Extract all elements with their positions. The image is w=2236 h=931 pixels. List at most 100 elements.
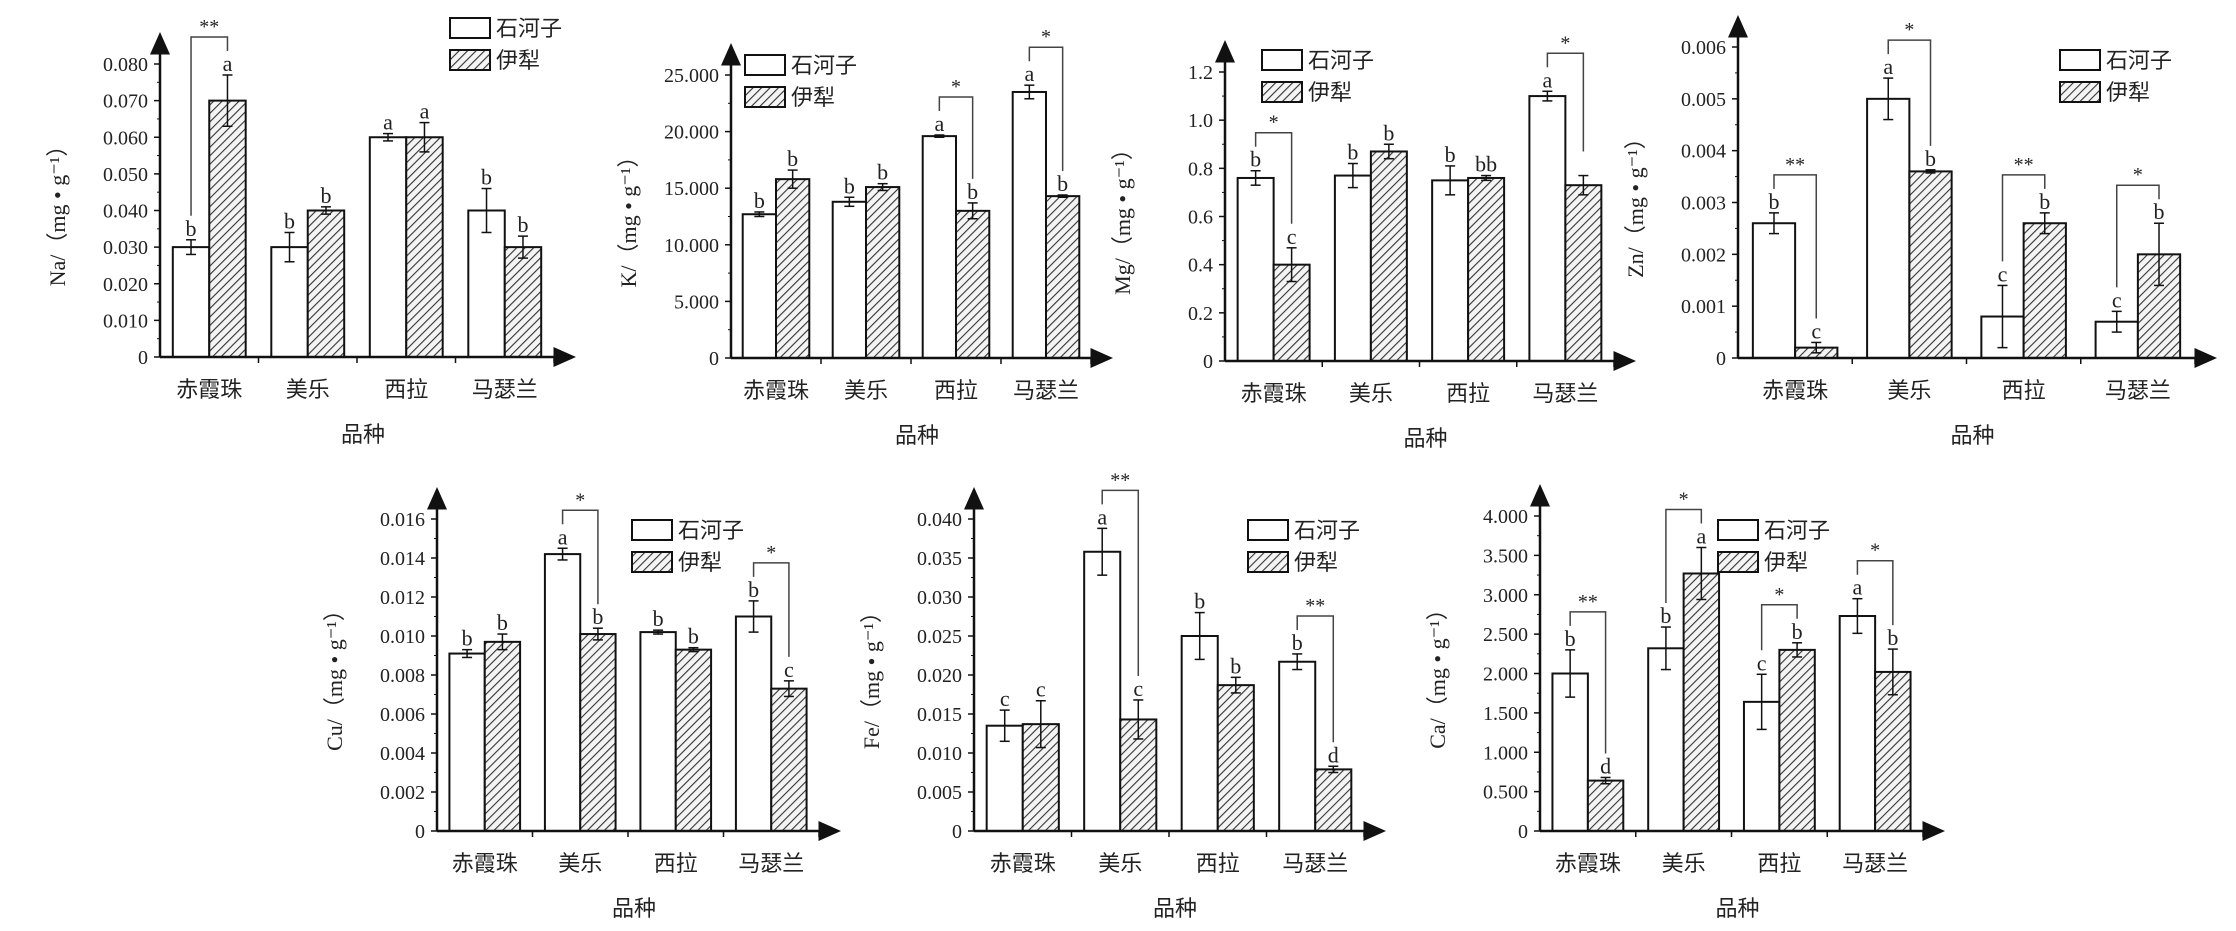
legend-label: 伊犁 bbox=[1294, 550, 1338, 575]
error-bar bbox=[1997, 284, 2008, 349]
bar-shihezi bbox=[985, 724, 1024, 833]
significance-letter: b bbox=[653, 606, 664, 631]
x-tick-label: 赤霞珠 bbox=[1762, 378, 1828, 403]
bar-yili bbox=[1586, 779, 1625, 832]
error-bar bbox=[186, 239, 197, 256]
significance-letter: b bbox=[1792, 619, 1803, 644]
significance-bracket bbox=[1296, 615, 1335, 743]
y-tick-label: 0 bbox=[138, 347, 148, 369]
error-bar bbox=[419, 121, 430, 153]
bar-yili bbox=[208, 99, 247, 358]
error-bar bbox=[592, 627, 603, 641]
y-tick-label: 0.040 bbox=[103, 201, 148, 223]
error-bar bbox=[1445, 165, 1456, 196]
significance-letter: b bbox=[754, 188, 765, 213]
significance-stars: * bbox=[1679, 489, 1689, 511]
significance-letter: c bbox=[2112, 287, 2122, 312]
significance-letter: b bbox=[1565, 626, 1576, 651]
legend-label: 石河子 bbox=[678, 518, 744, 543]
error-bar bbox=[1035, 699, 1046, 749]
error-bar bbox=[462, 648, 473, 659]
bar-yili bbox=[1467, 176, 1506, 362]
significance-bracket bbox=[1760, 604, 1798, 651]
significance-letter: d bbox=[1328, 742, 1339, 767]
y-tick-label: 20.000 bbox=[664, 122, 719, 144]
y-axis-label: Mg/（mg • g⁻¹） bbox=[1110, 138, 1135, 295]
error-bar bbox=[2111, 310, 2122, 333]
bar-yili bbox=[503, 246, 543, 358]
y-tick-label: 0.010 bbox=[103, 310, 148, 332]
legend-swatch-yili bbox=[631, 551, 673, 573]
x-tick-label: 赤霞珠 bbox=[743, 378, 809, 403]
bar-shihezi bbox=[1528, 95, 1567, 362]
x-tick-label: 马瑟兰 bbox=[1842, 851, 1908, 876]
error-bar bbox=[1925, 169, 1936, 174]
x-tick-label: 美乐 bbox=[1098, 851, 1142, 876]
error-bar bbox=[999, 709, 1010, 743]
error-bar bbox=[1230, 676, 1241, 694]
y-axis-label: Zn/（mg • g⁻¹） bbox=[1623, 127, 1648, 278]
significance-bracket bbox=[752, 562, 790, 657]
significance-letter: c bbox=[1811, 318, 1821, 343]
bar-shihezi bbox=[1551, 672, 1589, 832]
error-bar bbox=[1328, 765, 1339, 774]
y-tick-label: 0.025 bbox=[917, 626, 962, 648]
bar-yili bbox=[1045, 195, 1081, 359]
bar-shihezi bbox=[1278, 660, 1317, 832]
significance-bracket bbox=[1569, 611, 1607, 754]
y-tick-label: 0 bbox=[1518, 821, 1528, 843]
error-bar bbox=[1600, 776, 1611, 785]
significance-letter: a bbox=[1883, 54, 1893, 79]
significance-letter: b bbox=[688, 624, 699, 649]
error-bar bbox=[877, 182, 888, 192]
significance-letter: b bbox=[1383, 120, 1394, 145]
bar-yili bbox=[1908, 170, 1953, 359]
bar-yili bbox=[483, 640, 522, 832]
significance-letter: a bbox=[1024, 61, 1034, 86]
significance-letter: b bbox=[1250, 147, 1261, 172]
legend-label: 石河子 bbox=[1294, 518, 1360, 543]
y-tick-label: 0.008 bbox=[380, 665, 425, 687]
significance-stars: ** bbox=[1305, 595, 1325, 617]
error-bar bbox=[1578, 174, 1589, 196]
bar-yili bbox=[1216, 684, 1255, 833]
significance-letter: b bbox=[1768, 189, 1779, 214]
bar-shihezi bbox=[1333, 174, 1372, 362]
y-tick-label: 0.060 bbox=[103, 127, 148, 149]
x-tick-label: 马瑟兰 bbox=[2105, 378, 2171, 403]
significance-bracket bbox=[2115, 184, 2160, 288]
x-tick-label: 马瑟兰 bbox=[1532, 381, 1598, 406]
x-tick-label: 西拉 bbox=[934, 378, 978, 403]
significance-stars: * bbox=[1870, 540, 1880, 562]
y-tick-label: 0.040 bbox=[917, 509, 962, 531]
significance-stars: ** bbox=[1578, 591, 1598, 613]
error-bar bbox=[497, 633, 508, 651]
y-tick-label: 0.6 bbox=[1188, 207, 1213, 229]
bar-yili bbox=[865, 186, 901, 359]
error-bar bbox=[1250, 169, 1261, 186]
legend-swatch-yili bbox=[1717, 551, 1759, 573]
y-tick-label: 0.080 bbox=[103, 54, 148, 76]
error-bar bbox=[1852, 597, 1863, 635]
y-tick-label: 0.002 bbox=[380, 782, 425, 804]
bar-shihezi bbox=[1083, 550, 1122, 832]
significance-letter: b bbox=[186, 216, 197, 241]
y-tick-label: 0.016 bbox=[380, 509, 425, 531]
legend-label: 石河子 bbox=[1308, 48, 1374, 73]
chart-panel-fe: c c 赤霞珠 a c ** 美乐 b b 西拉 b d ** 马瑟兰 0 0.005 0.010 0.015 0.… bbox=[859, 469, 1386, 921]
error-bar bbox=[2039, 212, 2050, 235]
error-bar bbox=[1057, 194, 1068, 199]
legend-swatch-yili bbox=[2059, 81, 2101, 103]
significance-stars: * bbox=[1269, 112, 1279, 134]
y-axis-label: Na/（mg • g⁻¹） bbox=[45, 135, 70, 287]
bar-shihezi bbox=[543, 553, 582, 832]
significance-bracket bbox=[938, 96, 974, 179]
significance-letter: b bbox=[1925, 146, 1936, 171]
significance-stars: ** bbox=[199, 16, 219, 38]
y-tick-label: 3.500 bbox=[1483, 545, 1528, 567]
error-bar bbox=[1347, 162, 1358, 189]
error-bar bbox=[557, 547, 568, 561]
